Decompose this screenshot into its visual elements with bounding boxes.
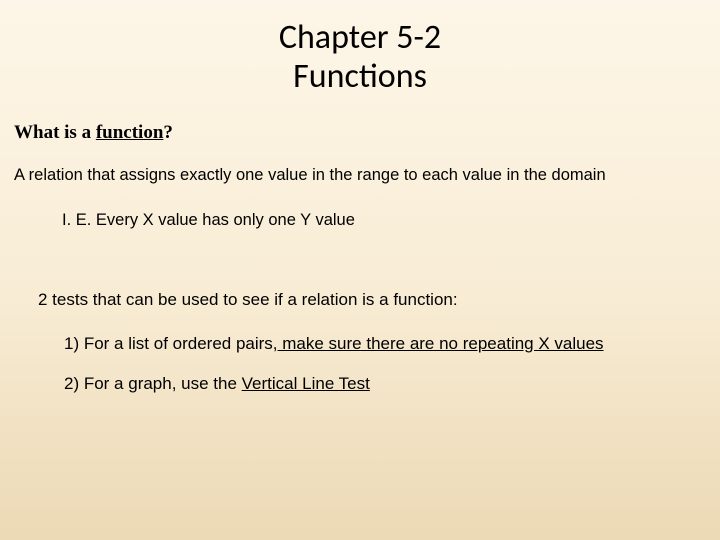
question-suffix: ? <box>163 122 173 143</box>
test-item-2-prefix: 2) For a graph, use the <box>64 374 242 393</box>
test-item-1-prefix: 1) For a list of ordered pairs, <box>64 334 278 353</box>
test-item-2: 2) For a graph, use the Vertical Line Te… <box>64 374 706 394</box>
question-prefix: What is a <box>14 122 96 143</box>
definition-text: A relation that assigns exactly one valu… <box>14 166 706 185</box>
test-item-2-underline: Vertical Line Test <box>242 374 370 393</box>
slide: Chapter 5-2 Functions What is a function… <box>0 0 720 540</box>
test-item-1: 1) For a list of ordered pairs, make sur… <box>64 334 706 354</box>
title-line-2: Functions <box>14 57 706 96</box>
test-item-1-underline: make sure there are no repeating X value… <box>278 334 604 353</box>
ie-text: I. E. Every X value has only one Y value <box>62 211 706 230</box>
slide-title: Chapter 5-2 Functions <box>14 18 706 96</box>
title-line-1: Chapter 5-2 <box>14 18 706 57</box>
question-heading: What is a function? <box>14 122 706 144</box>
question-term: function <box>96 122 164 143</box>
tests-intro: 2 tests that can be used to see if a rel… <box>38 290 706 310</box>
